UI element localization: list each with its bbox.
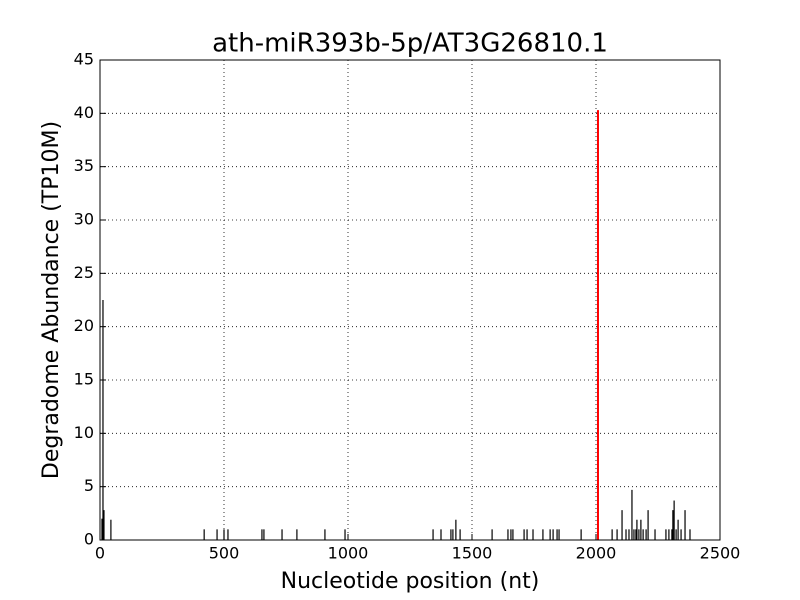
y-tick-label: 35 (74, 156, 94, 175)
y-tick-label: 30 (74, 210, 94, 229)
y-axis-label: Degradome Abundance (TP10M) (39, 121, 64, 479)
x-tick-label: 2000 (576, 544, 617, 563)
plot-area (99, 59, 721, 541)
x-tick-label: 0 (95, 544, 105, 563)
plot-frame (99, 59, 721, 541)
y-tick-label: 40 (74, 103, 94, 122)
x-tick-label: 1500 (452, 544, 493, 563)
y-tick-label: 45 (74, 50, 94, 69)
x-tick-label: 500 (209, 544, 240, 563)
y-tick-label: 10 (74, 423, 94, 442)
x-tick-label: 1000 (328, 544, 369, 563)
y-tick-label: 5 (84, 476, 94, 495)
x-axis-label: Nucleotide position (nt) (281, 569, 540, 594)
y-tick-label: 0 (84, 530, 94, 549)
y-tick-label: 20 (74, 316, 94, 335)
x-tick-label: 2500 (700, 544, 741, 563)
chart-title: ath-miR393b-5p/AT3G26810.1 (212, 29, 608, 59)
y-tick-label: 25 (74, 263, 94, 282)
y-tick-label: 15 (74, 370, 94, 389)
